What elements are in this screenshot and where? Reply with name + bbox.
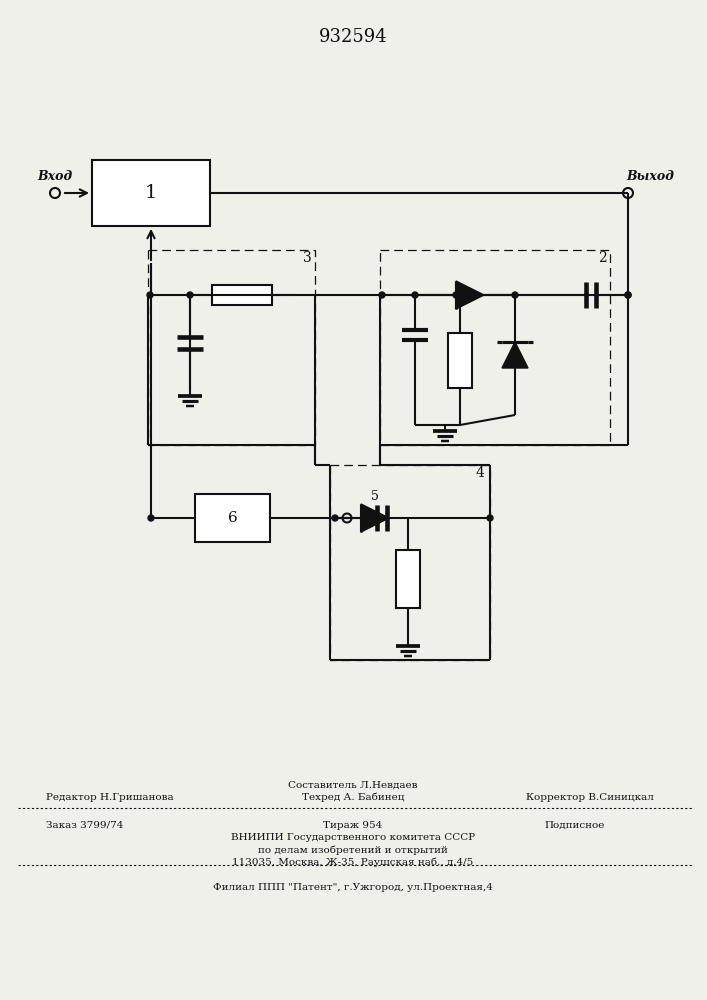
Text: по делам изобретений и открытий: по делам изобретений и открытий [258,845,448,855]
Text: 4: 4 [476,466,484,480]
Circle shape [457,292,463,298]
Circle shape [453,292,459,298]
Circle shape [487,515,493,521]
Text: Корректор В.Синицкал: Корректор В.Синицкал [526,792,654,802]
Text: Составитель Л.Невдаев: Составитель Л.Невдаев [288,780,418,790]
Text: 1: 1 [145,184,157,202]
Text: Заказ 3799/74: Заказ 3799/74 [47,820,124,830]
Text: Вход: Вход [37,169,73,182]
Bar [213,285,272,305]
Bar [396,550,420,608]
Bar [195,494,270,542]
Text: Выход: Выход [626,169,674,182]
Polygon shape [502,342,528,368]
Polygon shape [361,504,389,532]
Text: Филиал ППП "Патент", г.Ужгород, ул.Проектная,4: Филиал ППП "Патент", г.Ужгород, ул.Проек… [213,884,493,892]
Circle shape [332,515,338,521]
Circle shape [147,292,153,298]
Text: 113035, Москва, Ж-35, Раушская наб., д.4/5: 113035, Москва, Ж-35, Раушская наб., д.4… [233,857,474,867]
Text: Тираж 954: Тираж 954 [323,820,382,830]
Polygon shape [456,281,484,309]
Bar [380,250,610,445]
Circle shape [412,292,418,298]
Circle shape [148,515,154,521]
Circle shape [187,292,193,298]
Bar [148,250,315,445]
Text: Техред А. Бабинец: Техред А. Бабинец [302,792,404,802]
Text: 5: 5 [371,489,379,502]
Text: 6: 6 [228,511,238,525]
Circle shape [512,292,518,298]
Text: 3: 3 [303,251,311,265]
Text: Подписное: Подписное [545,820,605,830]
Bar [92,160,210,226]
Circle shape [625,292,631,298]
Text: 2: 2 [597,251,607,265]
Bar [330,465,490,660]
Text: Редактор Н.Гришанова: Редактор Н.Гришанова [46,792,174,802]
Circle shape [379,292,385,298]
Circle shape [625,292,631,298]
Text: ВНИИПИ Государственного комитета СССР: ВНИИПИ Государственного комитета СССР [231,834,475,842]
Text: 932594: 932594 [319,28,387,46]
Bar [448,332,472,387]
